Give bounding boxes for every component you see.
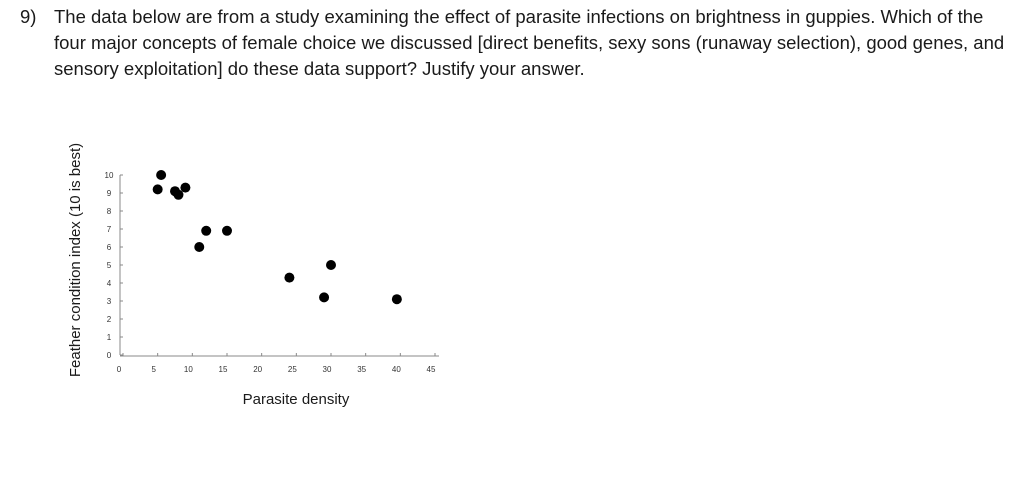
y-tick-label: 4 — [107, 279, 112, 288]
x-axis-title: Parasite density — [243, 391, 350, 408]
data-point — [391, 294, 402, 305]
y-axis-title: Feather condition index (10 is best) — [67, 143, 84, 377]
data-point — [194, 242, 205, 252]
x-tick-label: 0 — [117, 365, 122, 374]
x-tick-label: 15 — [219, 365, 228, 374]
data-points — [152, 170, 402, 305]
x-tick-label: 30 — [323, 365, 332, 374]
y-tick-label: 8 — [107, 207, 112, 216]
y-tick-label: 5 — [107, 261, 112, 270]
x-tick-label: 35 — [357, 365, 366, 374]
x-ticks: 0 5 10 15 20 25 30 35 40 45 — [117, 353, 436, 374]
x-tick-label: 10 — [184, 365, 193, 374]
y-tick-label: 7 — [107, 225, 112, 234]
data-point — [326, 260, 336, 270]
x-tick-label: 5 — [151, 365, 156, 374]
data-point — [222, 225, 232, 236]
y-tick-label: 9 — [107, 189, 112, 198]
data-point — [156, 170, 167, 180]
y-ticks: 0 1 2 3 4 5 6 7 8 9 10 — [105, 171, 123, 360]
data-point — [173, 189, 184, 200]
data-point — [319, 292, 330, 303]
question-text: The data below are from a study examinin… — [54, 6, 1005, 79]
y-tick-label: 10 — [105, 171, 114, 180]
question-number: 9) — [20, 6, 37, 27]
y-tick-label: 3 — [107, 297, 112, 306]
y-tick-label: 1 — [107, 333, 112, 342]
data-point — [180, 182, 191, 193]
x-tick-label: 20 — [253, 365, 262, 374]
y-tick-label: 0 — [107, 351, 112, 360]
y-tick-label: 2 — [107, 315, 112, 324]
x-tick-label: 40 — [392, 365, 401, 374]
y-tick-label: 6 — [107, 243, 112, 252]
data-point — [201, 225, 212, 236]
x-tick-label: 25 — [288, 365, 297, 374]
data-point — [152, 184, 163, 195]
x-tick-label: 45 — [427, 365, 436, 374]
data-point — [284, 272, 295, 283]
